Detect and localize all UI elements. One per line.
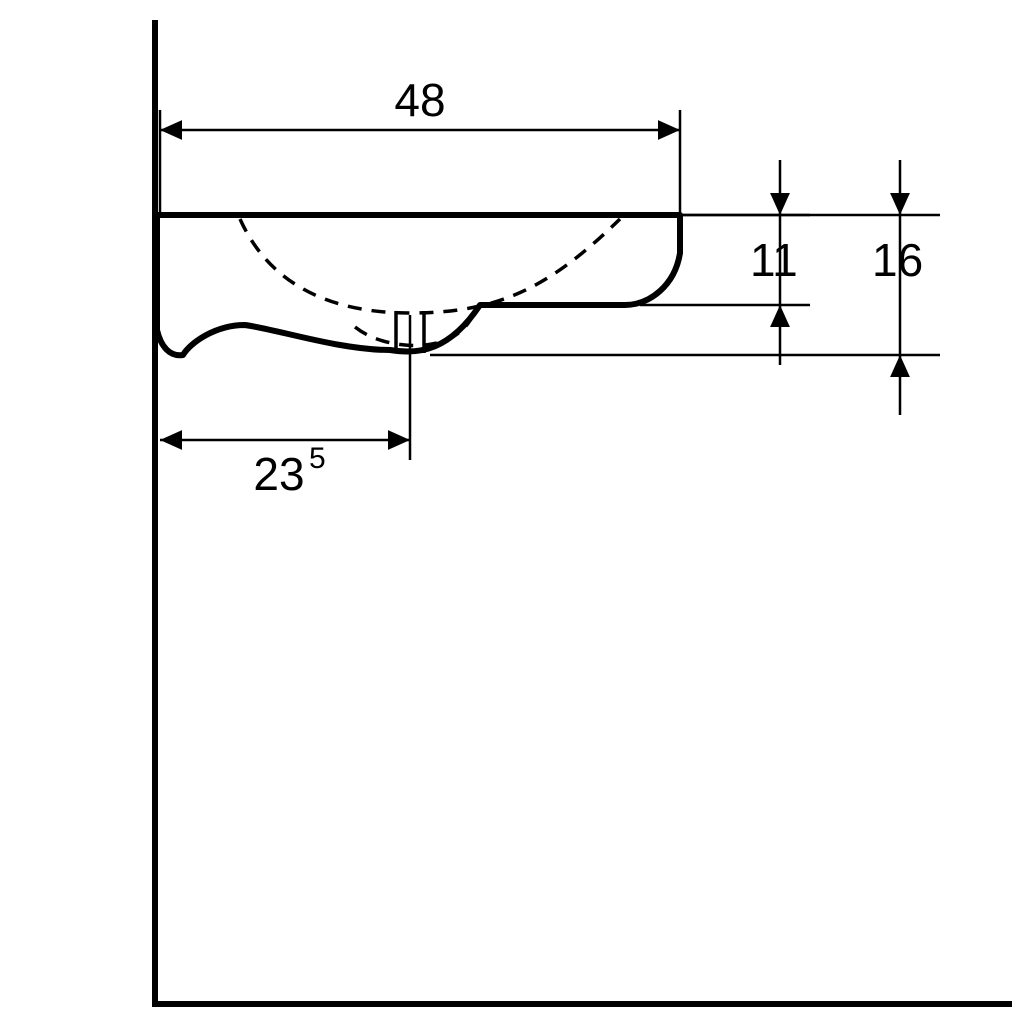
label-23-sup: 5	[309, 442, 326, 475]
label-11: 11	[750, 234, 798, 286]
dimension-48: 48	[160, 74, 680, 215]
technical-drawing: 48 11 16 23 5	[0, 0, 1024, 1024]
label-16: 16	[872, 234, 923, 286]
dimension-11: 11	[640, 160, 810, 365]
dimension-16: 16	[430, 160, 940, 415]
basin-profile	[157, 215, 680, 355]
label-23: 23	[253, 448, 304, 500]
label-48: 48	[394, 74, 445, 126]
wall-floor-outline	[155, 20, 1012, 1004]
